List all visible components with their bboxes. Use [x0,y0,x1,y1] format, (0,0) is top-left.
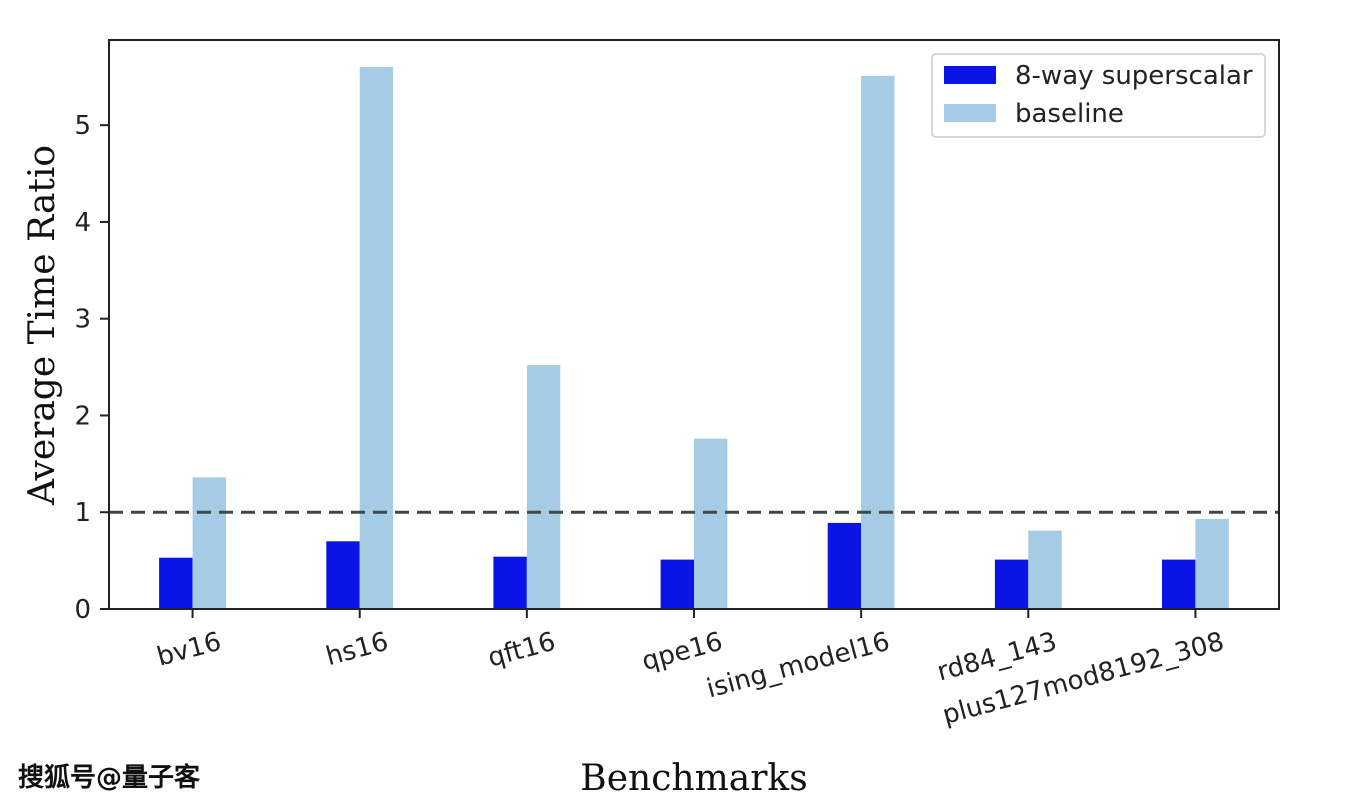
watermark-text: 搜狐号@量子客 [18,762,201,793]
bar-superscalar-bv16 [159,557,193,609]
legend: 8-way superscalar baseline [931,53,1266,138]
y-tick-label: 3 [74,305,91,335]
y-tick-label: 2 [74,401,91,431]
bar-superscalar-rd84_143 [994,559,1029,609]
bar-superscalar-qft16 [493,556,527,609]
x-tick-label: ising_model16 [704,627,893,705]
y-tick-label: 0 [74,595,91,625]
bar-superscalar-plus127mod8192_308 [1162,559,1196,609]
bar-superscalar-ising_model16 [827,522,862,609]
bar-baseline-qpe16 [694,438,728,609]
bar-baseline-qft16 [526,365,561,609]
legend-swatch-superscalar [944,66,996,84]
bar-baseline-plus127mod8192_308 [1195,519,1229,609]
y-tick-label: 1 [74,498,91,528]
x-tick-label: qpe16 [639,627,726,677]
x-tick-label: bv16 [154,627,225,673]
y-tick-label: 4 [74,208,91,238]
y-tick-label: 5 [74,111,91,141]
x-tick-label: hs16 [323,627,392,672]
legend-label-baseline: baseline [1015,99,1124,129]
bar-baseline-hs16 [359,67,394,610]
bar-superscalar-qpe16 [660,559,694,609]
y-axis-title: Average Time Ratio [22,145,63,506]
bar-superscalar-hs16 [326,541,360,609]
x-axis-title: Benchmarks [580,758,807,799]
legend-label-superscalar: 8-way superscalar [1015,61,1253,91]
bar-baseline-ising_model16 [861,75,895,610]
x-tick-label: qft16 [485,627,559,674]
bars-group [159,67,1229,610]
bar-baseline-rd84_143 [1028,530,1062,609]
legend-swatch-baseline [944,104,996,122]
x-tick-label: plus127mod8192_308 [939,627,1227,731]
y-axis: 0 1 2 3 4 5 [74,111,109,625]
bar-baseline-bv16 [192,477,226,609]
legend-frame [931,53,1266,138]
